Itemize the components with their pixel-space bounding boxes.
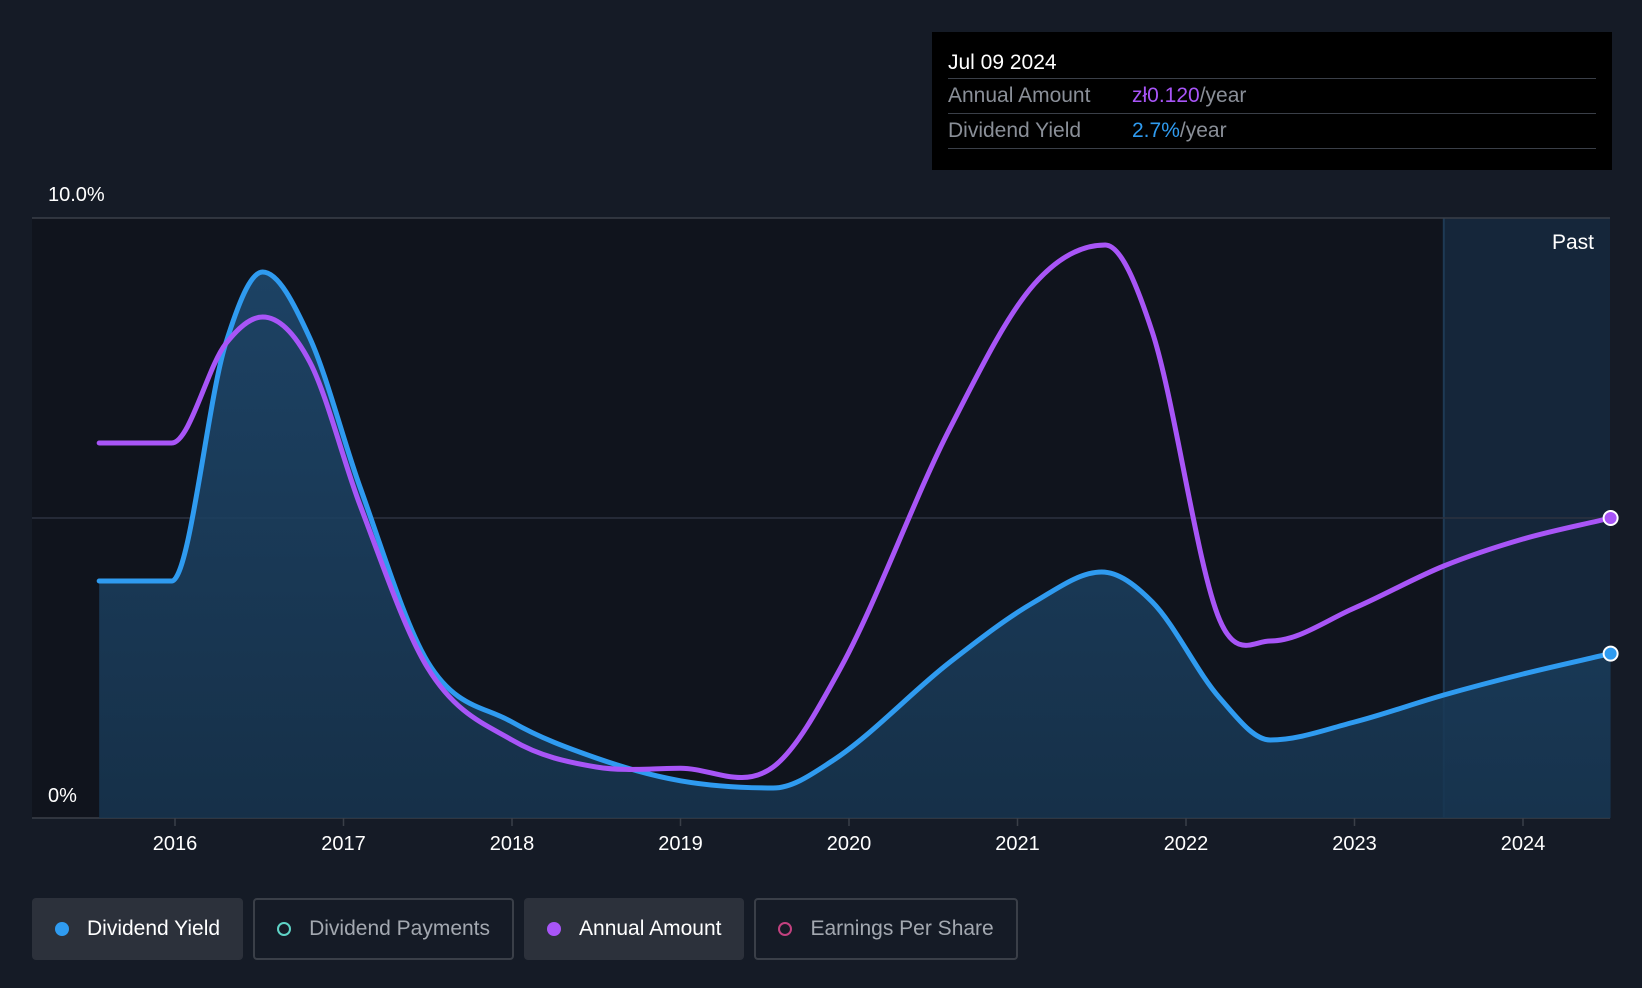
tooltip-unit: /year [1179, 119, 1227, 142]
dividend-yield-end-point[interactable] [1602, 645, 1619, 662]
dividend-yield-area [99, 272, 1611, 818]
legend-label: Dividend Yield [87, 917, 221, 940]
dividend-yield-line [96, 269, 1614, 791]
legend-label: Dividend Payments [309, 917, 491, 940]
x-tick-label: 2021 [995, 833, 1040, 855]
x-tick-label: 2016 [153, 833, 198, 855]
x-tick-label: 2017 [321, 833, 366, 855]
legend-dividend-yield[interactable]: Dividend Yield [32, 898, 244, 960]
tooltip-value: zł0.120 [1132, 84, 1200, 107]
y-label-bottom: 0% [48, 785, 77, 807]
legend-earnings-per-share[interactable]: Earnings Per Share [754, 898, 1018, 960]
tooltip-row-annual-amount: Annual Amount zł0.120 /year [948, 78, 1596, 113]
tooltip-label: Dividend Yield [948, 119, 1082, 142]
tooltip-label: Annual Amount [948, 84, 1091, 107]
tooltip-value: 2.7% [1132, 119, 1180, 142]
tooltip-row-dividend-yield: Dividend Yield 2.7% /year [948, 113, 1596, 149]
y-label-top: 10.0% [48, 184, 105, 206]
x-tick-label: 2018 [490, 833, 535, 855]
annual-amount-end-point[interactable] [1602, 510, 1619, 526]
legend: Dividend Yield Dividend Payments Annual … [32, 898, 1018, 960]
tooltip-date: Jul 09 2024 [948, 51, 1057, 74]
legend-dot-icon [547, 922, 562, 936]
legend-annual-amount[interactable]: Annual Amount [524, 898, 745, 960]
past-label: Past [1552, 231, 1594, 254]
x-tick-label: 2023 [1332, 833, 1377, 855]
legend-ring-icon [277, 922, 292, 936]
legend-label: Annual Amount [579, 917, 722, 940]
x-tick-label: 2019 [658, 833, 703, 855]
legend-dot-icon [55, 922, 69, 936]
tooltip: Jul 09 2024 Annual Amount zł0.120 /year … [932, 32, 1612, 170]
legend-ring-icon [778, 922, 793, 936]
x-tick-label: 2022 [1164, 833, 1209, 855]
legend-label: Earnings Per Share [810, 917, 994, 940]
tooltip-unit: /year [1199, 84, 1247, 107]
x-tick-label: 2020 [827, 833, 872, 855]
x-tick-label: 2024 [1501, 833, 1546, 855]
legend-dividend-payments[interactable]: Dividend Payments [253, 898, 515, 960]
annual-amount-line [96, 242, 1614, 780]
